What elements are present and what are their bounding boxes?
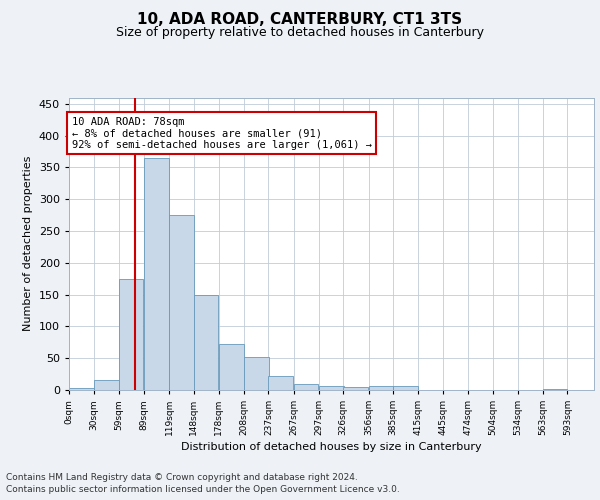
Bar (144, 158, 169, 390)
Text: Size of property relative to detached houses in Canterbury: Size of property relative to detached ho… (116, 26, 484, 39)
Bar (219, 344, 244, 390)
Y-axis label: Number of detached properties: Number of detached properties (23, 156, 33, 332)
Bar (319, 386, 344, 390)
Bar (94, 380, 119, 390)
Text: Contains public sector information licensed under the Open Government Licence v3: Contains public sector information licen… (6, 485, 400, 494)
Text: 10 ADA ROAD: 78sqm
← 8% of detached houses are smaller (91)
92% of semi-detached: 10 ADA ROAD: 78sqm ← 8% of detached hous… (71, 116, 371, 150)
Bar (293, 384, 319, 390)
Bar (368, 386, 394, 390)
Bar (69, 388, 94, 390)
Bar (268, 376, 293, 390)
Bar (542, 388, 568, 390)
Bar (119, 278, 143, 390)
Text: Distribution of detached houses by size in Canterbury: Distribution of detached houses by size … (181, 442, 482, 452)
Text: Contains HM Land Registry data © Crown copyright and database right 2024.: Contains HM Land Registry data © Crown c… (6, 472, 358, 482)
Bar (169, 215, 194, 390)
Bar (393, 386, 418, 390)
Bar (194, 294, 218, 390)
Bar (244, 357, 269, 390)
Bar (343, 387, 368, 390)
Text: 10, ADA ROAD, CANTERBURY, CT1 3TS: 10, ADA ROAD, CANTERBURY, CT1 3TS (137, 12, 463, 28)
